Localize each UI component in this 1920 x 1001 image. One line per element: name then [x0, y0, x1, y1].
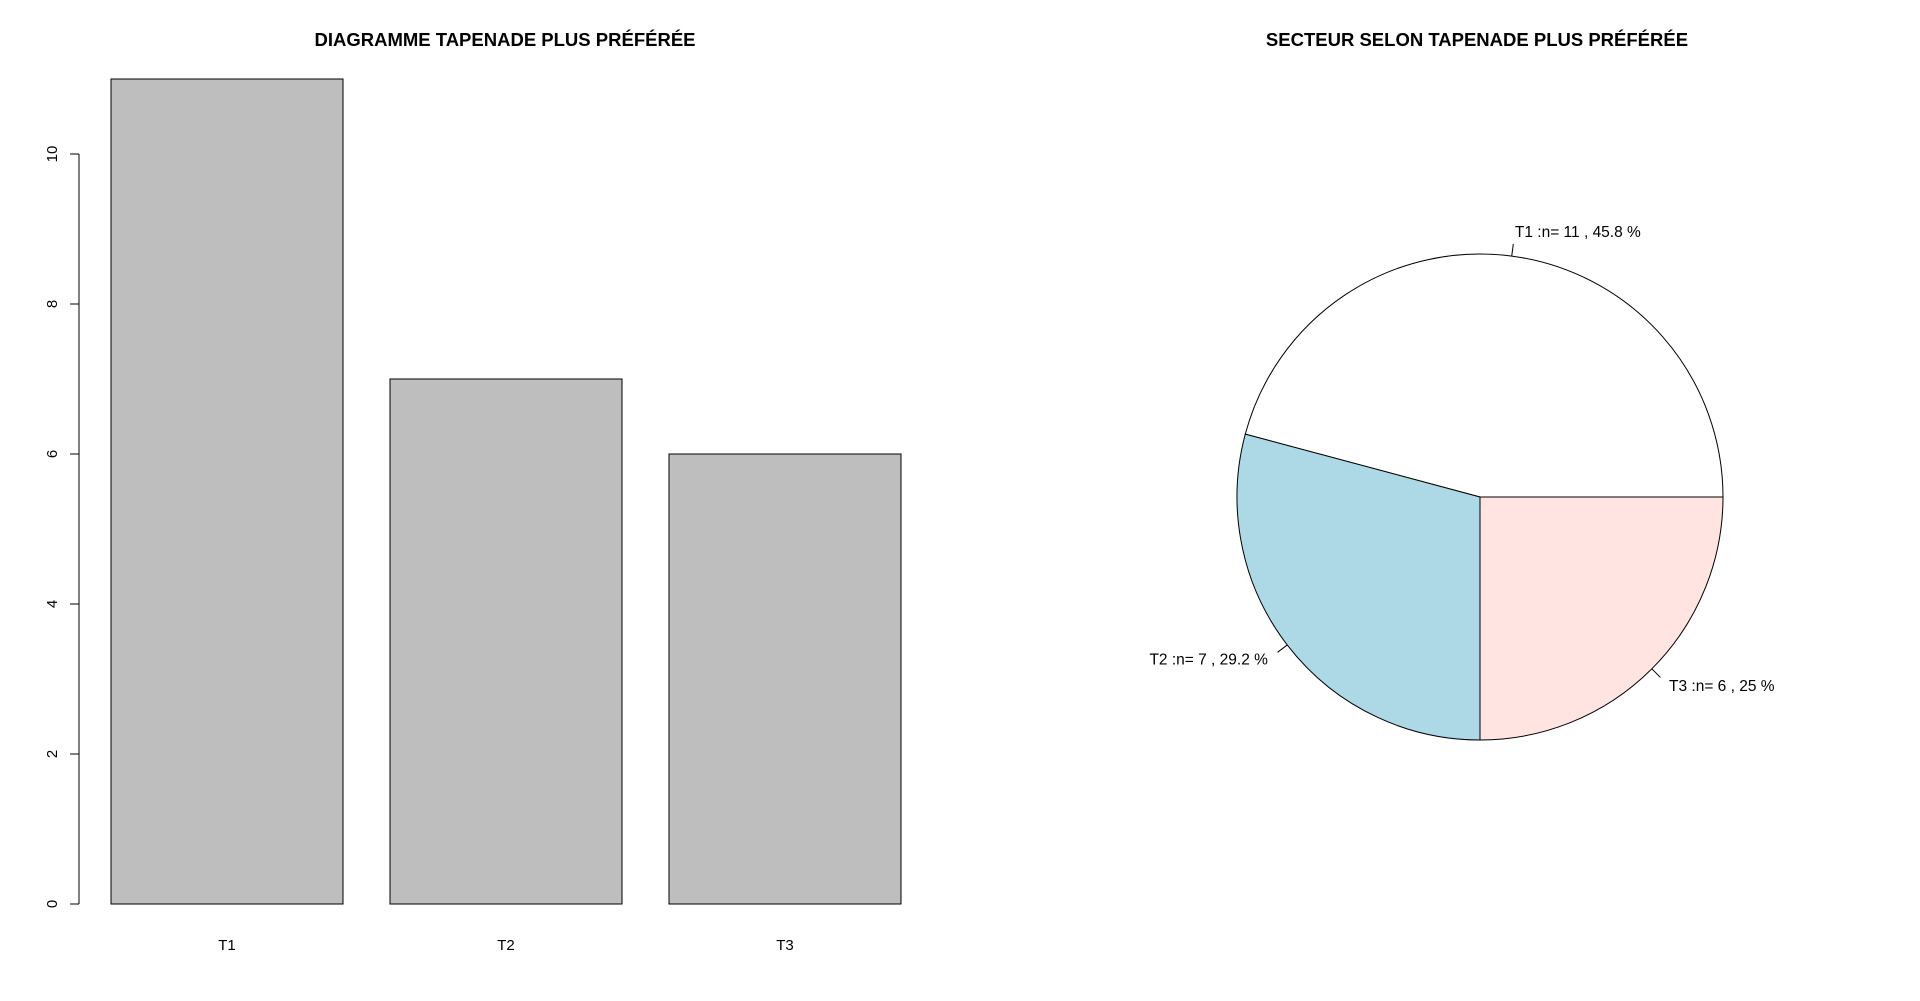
- bar-chart: DIAGRAMME TAPENADE PLUS PRÉFÉRÉE 0 2 4 6 8 10…: [44, 29, 902, 954]
- pie-slices: [1236, 253, 1724, 741]
- y-tick-label: 0: [44, 900, 61, 908]
- pie-label-leader: [1277, 644, 1288, 653]
- x-tick-label: T1: [218, 937, 236, 954]
- y-tick-label: 6: [44, 450, 61, 458]
- pie-label-leader: [1511, 243, 1514, 257]
- y-tick-label: 8: [44, 300, 61, 308]
- x-tick-label: T3: [776, 937, 794, 954]
- y-tick-label: 2: [44, 750, 61, 758]
- y-tick-label: 4: [44, 600, 61, 608]
- pie-label-leader: [1651, 668, 1661, 678]
- bar-t3: [668, 453, 902, 905]
- x-tick-label: T2: [497, 937, 515, 954]
- pie-chart: SECTEUR SELON TAPENADE PLUS PRÉFÉRÉE T1 …: [1149, 29, 1775, 741]
- pie-slice-label: T2 :n= 7 , 29.2 %: [1149, 652, 1268, 669]
- bar-t1: [110, 78, 344, 905]
- pie-chart-title: SECTEUR SELON TAPENADE PLUS PRÉFÉRÉE: [1266, 29, 1688, 50]
- bars: [110, 78, 902, 905]
- x-tick-labels: T1 T2 T3: [218, 937, 794, 954]
- y-tick-label: 10: [44, 146, 61, 163]
- y-axis: 0 2 4 6 8 10: [44, 146, 80, 908]
- pie-slice-label: T3 :n= 6 , 25 %: [1669, 678, 1775, 695]
- pie-slice-3: [1479, 496, 1724, 741]
- bar-chart-title: DIAGRAMME TAPENADE PLUS PRÉFÉRÉE: [315, 29, 696, 50]
- pie-slice-label: T1 :n= 11 , 45.8 %: [1515, 224, 1641, 241]
- bar-t2: [389, 378, 623, 905]
- pie-labels: T1 :n= 11 , 45.8 % T2 :n= 7 , 29.2 % T3 :n…: [1149, 224, 1774, 695]
- pie-slice-2: [1236, 433, 1481, 741]
